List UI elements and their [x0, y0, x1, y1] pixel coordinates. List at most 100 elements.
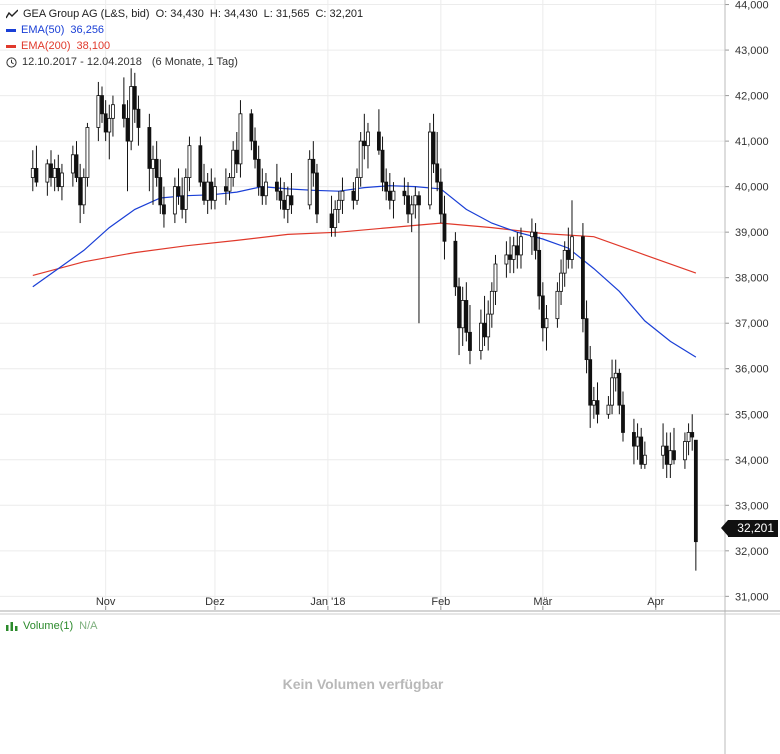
candle-body — [664, 445, 669, 465]
candle-body — [107, 117, 112, 133]
candle-body — [158, 177, 163, 206]
candle-body — [209, 181, 214, 201]
candle-body — [355, 177, 359, 201]
grid-lines — [0, 0, 725, 610]
candle-body — [260, 186, 265, 197]
candle-body — [533, 231, 538, 251]
candle-body — [96, 95, 101, 128]
ema200-label: EMA(200) — [21, 40, 71, 52]
legend-ema200-row[interactable]: EMA(200) 38,100 — [6, 38, 363, 54]
candle-body — [154, 158, 159, 178]
candle-body — [180, 195, 185, 210]
y-tick-label: 32,000 — [735, 546, 769, 558]
candle-body — [176, 186, 181, 197]
candle-body — [223, 186, 228, 192]
candle-body — [642, 454, 647, 465]
candle-body — [683, 441, 687, 461]
ema200-value: 38,100 — [76, 40, 111, 52]
line-chart-icon — [6, 9, 18, 19]
candle-body — [376, 131, 381, 151]
candle-body — [606, 404, 611, 415]
candle-body — [30, 168, 35, 178]
candle-body — [132, 86, 137, 110]
candle-body — [329, 213, 334, 229]
candle-body — [285, 195, 290, 210]
candle-body — [570, 236, 574, 260]
volume-label: Volume(1) — [23, 620, 74, 632]
candle-body — [464, 300, 469, 333]
candle-body — [227, 177, 232, 192]
candle-body — [202, 181, 206, 201]
ema50-line — [32, 185, 697, 358]
candle-body — [333, 209, 338, 229]
candle-body — [468, 331, 472, 351]
ema50-swatch — [6, 28, 16, 32]
candle-body — [508, 254, 512, 260]
candle-body — [621, 404, 625, 433]
x-tick-label: Dez — [205, 596, 225, 608]
candle-body — [172, 186, 177, 215]
candle-body — [639, 436, 644, 465]
candle-body — [693, 439, 698, 543]
candle-body — [125, 117, 130, 142]
y-axis: 31,000 32,000 33,000 34,000 35,000 36,000 37,0… — [725, 0, 769, 603]
candle-body — [486, 313, 491, 338]
candle-body — [129, 86, 134, 142]
candle-body — [661, 445, 665, 456]
candle-body — [431, 131, 436, 165]
candle-body — [253, 140, 257, 160]
candle-body — [427, 131, 432, 206]
y-tick-label: 34,000 — [735, 455, 769, 467]
candle-body — [205, 181, 210, 201]
candle-body — [183, 177, 188, 210]
candle-body — [234, 149, 239, 165]
x-tick-label: Mär — [533, 596, 552, 608]
y-tick-label: 41,000 — [735, 136, 769, 148]
candle-body — [409, 204, 414, 215]
volume-legend[interactable]: Volume(1) N/A — [6, 620, 138, 632]
candle-body — [311, 158, 316, 174]
candle-body — [438, 181, 443, 215]
candle-body — [380, 149, 385, 183]
candle-body — [103, 113, 108, 133]
candle-body — [504, 254, 509, 265]
candle-body — [442, 213, 447, 242]
candle-body — [256, 158, 261, 188]
candle-body — [591, 400, 596, 406]
candle-body — [351, 190, 356, 201]
candle-body — [136, 108, 141, 128]
candle-body — [588, 359, 593, 406]
candle-body — [56, 168, 61, 188]
no-volume-message: Kein Volumen verfügbar — [282, 676, 444, 692]
candle-body — [489, 290, 494, 315]
candle-body — [453, 240, 458, 288]
y-tick-label: 38,000 — [735, 273, 769, 285]
period-detail: (6 Monate, 1 Tag) — [151, 56, 238, 68]
candle-body — [672, 450, 676, 461]
legend-ema50-row[interactable]: EMA(50) 36,256 — [6, 22, 363, 38]
candle-body — [540, 295, 545, 329]
candle-body — [617, 372, 622, 406]
candle-body — [307, 158, 312, 206]
legend-period-row[interactable]: 12.10.2017 - 12.04.2018 (6 Monate, 1 Tag… — [6, 54, 363, 70]
x-tick-label: Apr — [647, 596, 664, 608]
candle-body — [613, 372, 618, 379]
candle-body — [81, 177, 86, 206]
candle-body — [231, 149, 236, 178]
y-tick-label: 44,000 — [735, 0, 769, 12]
y-tick-label: 40,000 — [735, 182, 769, 194]
ema50-line-group — [32, 185, 697, 358]
candle-body — [264, 181, 268, 197]
candle-body — [406, 195, 410, 215]
candle-body — [151, 158, 155, 169]
clock-icon — [6, 56, 17, 68]
candle-body — [435, 163, 440, 183]
candle-body — [121, 104, 126, 119]
candle-body — [391, 190, 396, 201]
x-tick-label: Jan '18 — [310, 596, 345, 608]
candle-body — [49, 163, 53, 178]
candle-body — [610, 377, 614, 406]
candle-body — [511, 245, 516, 260]
legend-instrument-row: GEA Group AG (L&S, bid) O: 34,430 H: 34,… — [6, 6, 363, 22]
